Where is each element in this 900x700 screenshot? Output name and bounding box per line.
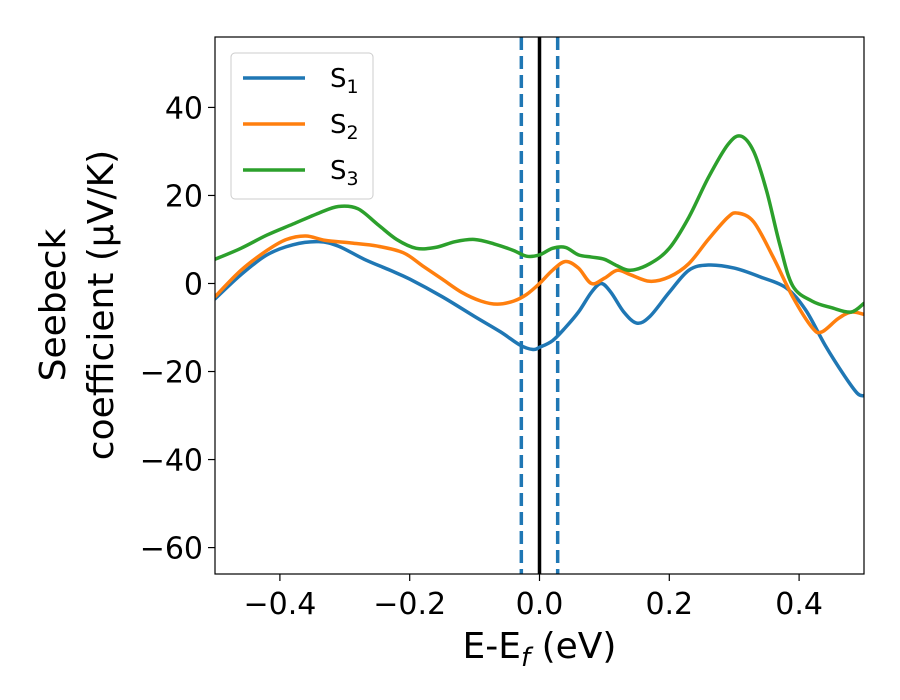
legend-label-s1: S1 [330, 64, 359, 98]
legend: S1 S2 S3 [230, 52, 374, 200]
series-line-s2 [215, 211, 864, 335]
y-axis-ticks: 40 20 0 −20 −40 −60 [140, 91, 215, 567]
x-tick-label: 0.4 [775, 587, 823, 622]
series-line-s3 [215, 134, 864, 314]
data-series [215, 134, 864, 398]
y-tick-label: 40 [165, 91, 203, 126]
legend-label-s3: S3 [330, 156, 359, 190]
x-tick-label: −0.2 [373, 587, 446, 622]
x-axis-ticks: −0.4 −0.2 0.0 0.2 0.4 [243, 574, 823, 622]
legend-label-s2: S2 [330, 110, 359, 144]
y-tick-label: 20 [165, 179, 203, 214]
y-tick-label: −40 [140, 444, 203, 479]
x-axis-title: E-Ef (eV) [463, 626, 617, 673]
x-tick-label: 0.0 [516, 587, 564, 622]
reference-lines [519, 37, 560, 574]
y-tick-label: 0 [184, 267, 203, 302]
y-axis-title-line1: Seebeck [33, 228, 74, 381]
y-tick-label: −60 [140, 532, 203, 567]
x-tick-label: 0.2 [645, 587, 693, 622]
series-line-s1 [215, 239, 864, 398]
y-axis-title-line2: coefficient (μV/K) [81, 150, 122, 460]
x-tick-label: −0.4 [243, 587, 316, 622]
y-axis-title: Seebeck coefficient (μV/K) [33, 150, 122, 460]
y-tick-label: −20 [140, 356, 203, 391]
legend-box [230, 52, 374, 200]
